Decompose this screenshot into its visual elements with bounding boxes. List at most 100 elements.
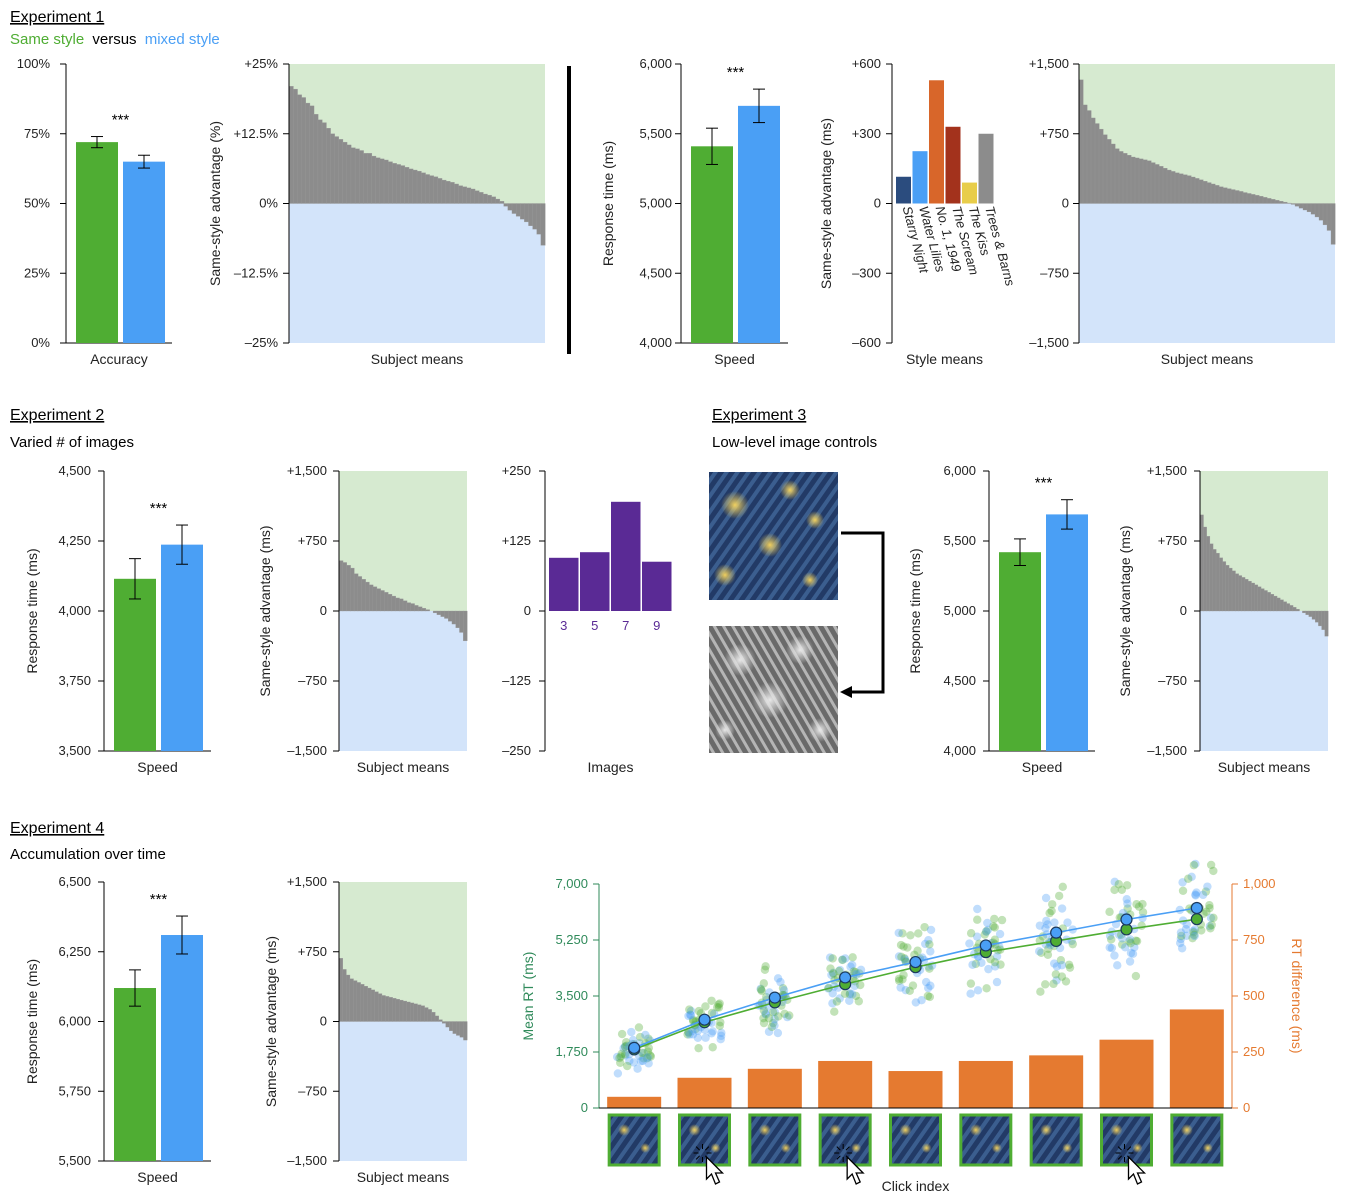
- subject-point: [623, 1061, 632, 1071]
- subject-point: [899, 970, 908, 980]
- subject-point: [990, 962, 1000, 971]
- y-axis-label: Same-style advantage (ms): [818, 118, 834, 289]
- subject-bar: [1174, 172, 1180, 204]
- subject-bar: [540, 203, 546, 246]
- subject-point: [715, 999, 724, 1008]
- y-tick-label: 0%: [259, 196, 278, 211]
- subject-point: [926, 981, 935, 990]
- e1-rt-subjects-chart: –1,500 –750 0 +750 +1,500 Subject means: [1029, 56, 1336, 367]
- click-thumbnail: [748, 1113, 802, 1167]
- thumbnail-highlight: [1132, 1143, 1143, 1153]
- subject-point: [1057, 972, 1067, 981]
- subject-point: [1206, 913, 1216, 923]
- y-tick-label: –250: [502, 743, 531, 758]
- y-tick-label: 6,000: [58, 1014, 91, 1029]
- subject-point: [770, 1007, 779, 1017]
- subject-point: [761, 1010, 771, 1019]
- subject-point: [779, 986, 789, 995]
- subject-bar: [338, 560, 344, 612]
- subject-bar: [406, 602, 411, 612]
- subject-point: [920, 922, 929, 932]
- y-tick-label: 0: [874, 196, 881, 211]
- subject-bar: [1134, 157, 1140, 204]
- subject-bar: [1222, 187, 1228, 204]
- y-tick-label: 5,250: [555, 932, 588, 947]
- subject-point: [997, 915, 1007, 925]
- subject-point: [1123, 899, 1132, 908]
- mixed-style-region: [1200, 611, 1328, 751]
- style-bar: [896, 176, 911, 204]
- rt-difference-bar: [1169, 1009, 1224, 1108]
- y-axis-label: Response time (ms): [24, 548, 40, 673]
- subject-point: [1192, 888, 1201, 897]
- subject-point: [1035, 947, 1044, 956]
- subject-bar: [455, 610, 460, 628]
- subject-bar: [1294, 203, 1300, 207]
- subject-point: [848, 953, 857, 962]
- subject-point: [983, 918, 992, 928]
- subject-bar: [384, 592, 389, 612]
- click-thumbnail: [1100, 1113, 1153, 1167]
- subject-bar: [1238, 575, 1243, 612]
- subject-bar: [1106, 139, 1112, 204]
- y-tick-label: –750: [1158, 673, 1187, 688]
- mixed-style-bar: [161, 544, 203, 751]
- legend-versus: versus: [92, 31, 136, 48]
- subject-point: [1123, 904, 1132, 913]
- y-tick-label: 0: [1062, 196, 1069, 211]
- subject-point: [923, 991, 933, 1001]
- y-tick-label: –750: [298, 1083, 327, 1098]
- subject-bar: [436, 610, 442, 615]
- subject-bar: [317, 119, 323, 204]
- y-tick-label: 4,500: [639, 265, 672, 280]
- subject-bar: [420, 1005, 425, 1022]
- subject-bar: [416, 170, 422, 204]
- subject-point: [1049, 979, 1058, 989]
- subject-bar: [1257, 586, 1262, 612]
- subject-point: [848, 990, 857, 999]
- subject-point: [773, 974, 783, 983]
- e1-accuracy-chart: 0% 25% 50% 75% 100% *** Accuracy: [17, 56, 172, 367]
- subject-bar: [1246, 193, 1252, 204]
- same-style-bar: [691, 146, 733, 343]
- y-tick-label: –125: [502, 673, 531, 688]
- subject-bar: [1190, 176, 1196, 204]
- subject-point: [1175, 905, 1185, 915]
- subject-bar: [1170, 171, 1176, 204]
- subject-bar: [1178, 173, 1184, 204]
- subject-bar: [1244, 579, 1249, 612]
- subject-point: [1054, 891, 1064, 901]
- subject-bar: [1206, 536, 1211, 612]
- subject-bar: [1186, 175, 1192, 204]
- subject-bar: [456, 1021, 461, 1036]
- subject-point: [756, 984, 765, 994]
- subject-point: [996, 960, 1005, 969]
- mixed-style-point: [1120, 913, 1133, 926]
- subject-point: [773, 1028, 783, 1038]
- subject-bar: [1276, 597, 1281, 612]
- subject-point: [1128, 949, 1138, 959]
- subject-point: [1206, 860, 1216, 870]
- mixed-style-region: [339, 1021, 467, 1161]
- subject-bar: [387, 594, 393, 612]
- subject-point: [895, 976, 904, 986]
- mixed-style-point: [979, 939, 992, 952]
- subject-bar: [385, 996, 390, 1022]
- y-tick-label: 0: [1180, 603, 1187, 618]
- y-tick-label: 6,000: [943, 463, 976, 478]
- y2-tick-label: 500: [1243, 988, 1265, 1003]
- subject-point: [1176, 928, 1186, 937]
- images-bar: [611, 501, 641, 611]
- subject-point: [966, 989, 975, 998]
- subject-bar: [357, 576, 363, 612]
- exp4-title: Experiment 4: [10, 820, 104, 837]
- subject-bar: [1209, 543, 1214, 612]
- subject-point: [1176, 938, 1185, 948]
- subject-point: [1105, 943, 1114, 952]
- subject-point: [636, 1032, 645, 1042]
- subject-point: [926, 925, 936, 935]
- subject-point: [845, 996, 854, 1005]
- y-tick-label: +600: [852, 56, 881, 71]
- subject-point: [1048, 900, 1057, 909]
- mixed-style-region: [289, 203, 545, 343]
